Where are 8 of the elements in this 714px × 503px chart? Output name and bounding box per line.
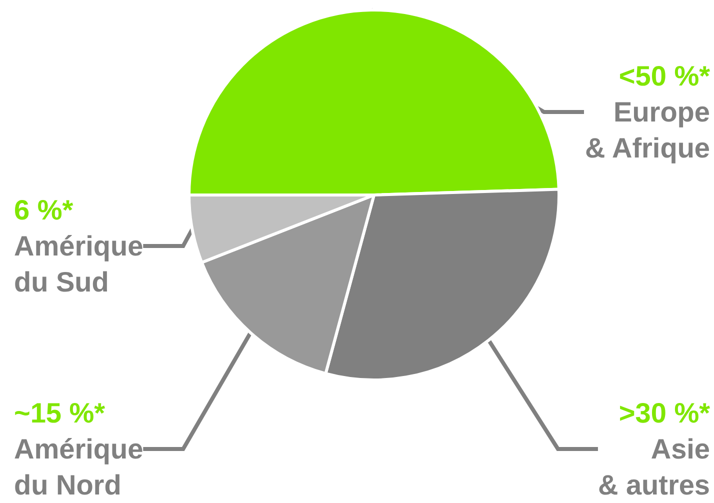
- slice-label: Asie & autres: [598, 434, 710, 500]
- data-label: ~15 %*: [14, 398, 106, 428]
- slice-label: Amérique du Nord: [14, 434, 144, 500]
- data-label: >30 %*: [618, 398, 710, 428]
- data-label: 6 %*: [14, 194, 74, 226]
- slice-label: Europe & Afrique: [585, 96, 710, 164]
- slice-label: Amérique du Sud: [14, 230, 144, 298]
- data-label: <50 %*: [618, 60, 710, 92]
